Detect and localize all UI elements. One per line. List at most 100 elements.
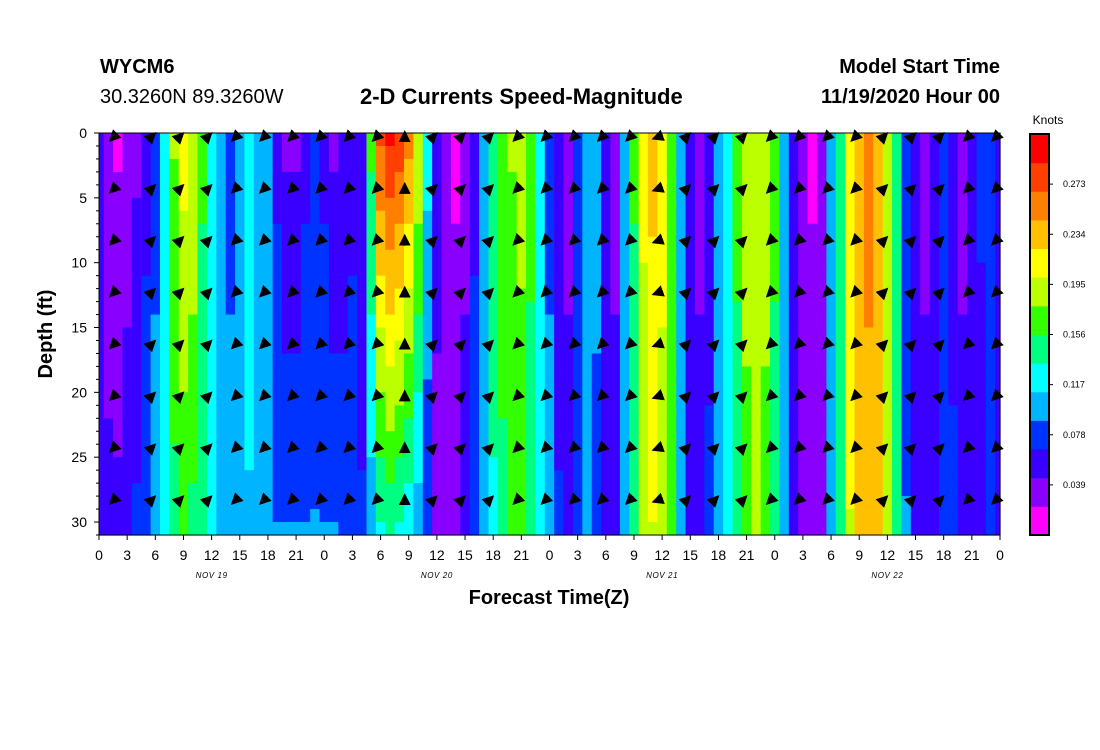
heatmap-cell [619, 444, 630, 458]
heatmap-cell [563, 236, 574, 251]
heatmap-cell [610, 275, 621, 290]
heatmap-cell [723, 353, 734, 368]
heatmap-cell [385, 483, 396, 497]
heatmap-cell [723, 133, 734, 147]
heatmap-cell [985, 457, 996, 471]
heatmap-cell [216, 509, 227, 523]
heatmap-cell [141, 210, 152, 225]
heatmap-cell [845, 171, 856, 186]
heatmap-cell [488, 431, 499, 445]
heatmap-cell [526, 145, 537, 160]
current-arrow [425, 183, 438, 197]
heatmap-cell [99, 314, 105, 329]
heatmap-cell [99, 158, 105, 173]
heatmap-cell [807, 405, 818, 419]
current-arrow [875, 443, 889, 457]
current-arrow [425, 443, 438, 457]
heatmap-cell [704, 145, 715, 160]
heatmap-cell [169, 301, 180, 316]
heatmap-cell [582, 301, 593, 316]
heatmap-cell [178, 509, 189, 523]
x-tick-label: 9 [405, 547, 413, 563]
heatmap-cell [863, 496, 874, 510]
heatmap-cell [948, 483, 959, 497]
heatmap-cell [770, 210, 781, 225]
heatmap-cell [591, 249, 602, 264]
heatmap-cell [122, 223, 133, 238]
heatmap-cell [526, 158, 537, 173]
heatmap-cell [328, 171, 339, 186]
heatmap-cell [300, 184, 311, 199]
heatmap-cell [366, 236, 377, 251]
heatmap-cell [244, 418, 255, 432]
heatmap-cell [779, 431, 790, 445]
heatmap-cell [704, 483, 715, 497]
heatmap-cell [507, 184, 518, 199]
heatmap-cell [976, 379, 987, 393]
heatmap-cell [197, 483, 208, 497]
heatmap-cell [929, 418, 940, 432]
heatmap-cell [488, 158, 499, 173]
heatmap-cell [385, 197, 396, 212]
heatmap-cell [873, 405, 884, 419]
heatmap-cell [629, 327, 640, 342]
heatmap-cell [300, 223, 311, 238]
heatmap-cell [113, 223, 124, 238]
heatmap-cell [225, 496, 236, 510]
current-arrow [453, 287, 466, 301]
heatmap-cell [206, 197, 217, 212]
heatmap-cell [441, 133, 452, 147]
heatmap-cell [253, 184, 264, 199]
heatmap-cell [394, 522, 405, 536]
heatmap-cell [404, 301, 415, 316]
heatmap-cell [845, 431, 856, 445]
heatmap-cell [976, 418, 987, 432]
heatmap-cell [422, 327, 433, 342]
heatmap-cell [713, 145, 724, 160]
heatmap-cell [741, 249, 752, 264]
heatmap-cell [99, 457, 105, 471]
heatmap-cell [676, 483, 687, 497]
heatmap-cell [422, 431, 433, 445]
heatmap-cell [910, 483, 921, 497]
heatmap-cell [422, 314, 433, 329]
heatmap-cell [835, 171, 846, 186]
heatmap-cell [704, 366, 715, 380]
heatmap-cell [863, 275, 874, 290]
heatmap-cell [413, 483, 424, 497]
heatmap-cell [404, 366, 415, 380]
heatmap-cell [713, 509, 724, 523]
heatmap-cell [666, 223, 677, 238]
heatmap-cell [863, 249, 874, 264]
heatmap-cell [938, 470, 949, 484]
heatmap-cell [929, 379, 940, 393]
heatmap-cell [863, 509, 874, 523]
heatmap-cell [282, 327, 293, 342]
heatmap-cell [122, 431, 133, 445]
current-arrow [678, 183, 692, 197]
heatmap-cell [657, 314, 668, 329]
heatmap-cell [638, 340, 649, 355]
heatmap-cell [432, 262, 443, 277]
heatmap-cell [995, 301, 1001, 316]
heatmap-cell [272, 327, 283, 342]
heatmap-cell [450, 366, 461, 380]
heatmap-cell [901, 158, 912, 173]
heatmap-cell [732, 405, 743, 419]
heatmap-cell [328, 288, 339, 303]
heatmap-cell [450, 197, 461, 212]
heatmap-cell [694, 223, 705, 238]
heatmap-cell [216, 392, 227, 406]
heatmap-cell [150, 379, 161, 393]
heatmap-cell [103, 301, 114, 316]
heatmap-cell [572, 405, 583, 419]
heatmap-cell [788, 288, 799, 303]
heatmap-cell [723, 418, 734, 432]
current-arrow [343, 336, 357, 350]
heatmap-cell [216, 327, 227, 342]
heatmap-cell [272, 405, 283, 419]
heatmap-cell [99, 379, 105, 393]
heatmap-cell [929, 249, 940, 264]
heatmap-cell [554, 522, 565, 536]
heatmap-cell [920, 249, 931, 264]
